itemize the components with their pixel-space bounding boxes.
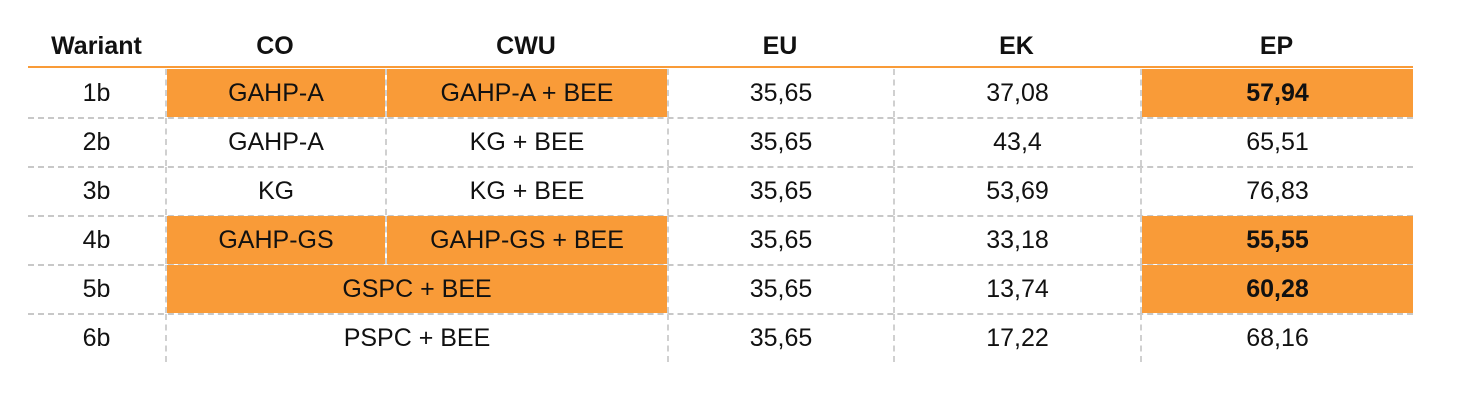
row-rule	[28, 264, 1413, 266]
table-cell: 43,4	[893, 118, 1140, 166]
table-cell: 57,94	[1140, 69, 1413, 117]
header-rule	[28, 66, 1413, 68]
table-cell: 65,51	[1140, 118, 1413, 166]
table-cell: 5b	[82, 274, 111, 303]
table-cell: 13,74	[893, 265, 1140, 313]
table-cell: 1b	[82, 78, 111, 107]
table-cell: 33,18	[893, 216, 1140, 264]
header-cell: CO	[256, 31, 294, 60]
table-cell: 35,65	[667, 118, 893, 166]
table-cell: 3b	[82, 176, 111, 205]
table-cell: KG + BEE	[385, 167, 667, 215]
table-cell: 55,55	[1140, 216, 1413, 264]
row-rule	[28, 166, 1413, 168]
table-cell: KG + BEE	[385, 118, 667, 166]
table-cell: 35,65	[667, 167, 893, 215]
table-cell: 35,65	[667, 216, 893, 264]
header-cell: Wariant	[51, 31, 142, 60]
table-cell: GSPC + BEE	[165, 265, 667, 313]
row-rule	[28, 215, 1413, 217]
table-cell: 68,16	[1140, 314, 1413, 362]
table-cell: 4b	[82, 225, 111, 254]
table-cell: 17,22	[893, 314, 1140, 362]
table-cell: 2b	[82, 127, 111, 156]
table-cell: 35,65	[667, 314, 893, 362]
table-cell: 37,08	[893, 69, 1140, 117]
table-cell: 53,69	[893, 167, 1140, 215]
table-cell: PSPC + BEE	[165, 314, 667, 362]
header-cell: EU	[762, 31, 798, 60]
table-cell: KG	[165, 167, 385, 215]
header-cell: EP	[1259, 31, 1294, 60]
header-cell: CWU	[496, 31, 556, 60]
table-cell: 35,65	[667, 69, 893, 117]
table-cell: 60,28	[1140, 265, 1413, 313]
table-cell: 6b	[82, 323, 111, 352]
header-cell: EK	[999, 31, 1034, 60]
table-cell: GAHP-A	[165, 69, 385, 117]
row-rule	[28, 313, 1413, 315]
table-cell: 76,83	[1140, 167, 1413, 215]
table-cell: GAHP-A + BEE	[385, 69, 667, 117]
table-cell: GAHP-A	[165, 118, 385, 166]
table-cell: GAHP-GS + BEE	[385, 216, 667, 264]
table-cell: 35,65	[667, 265, 893, 313]
table-cell: GAHP-GS	[165, 216, 385, 264]
row-rule	[28, 117, 1413, 119]
